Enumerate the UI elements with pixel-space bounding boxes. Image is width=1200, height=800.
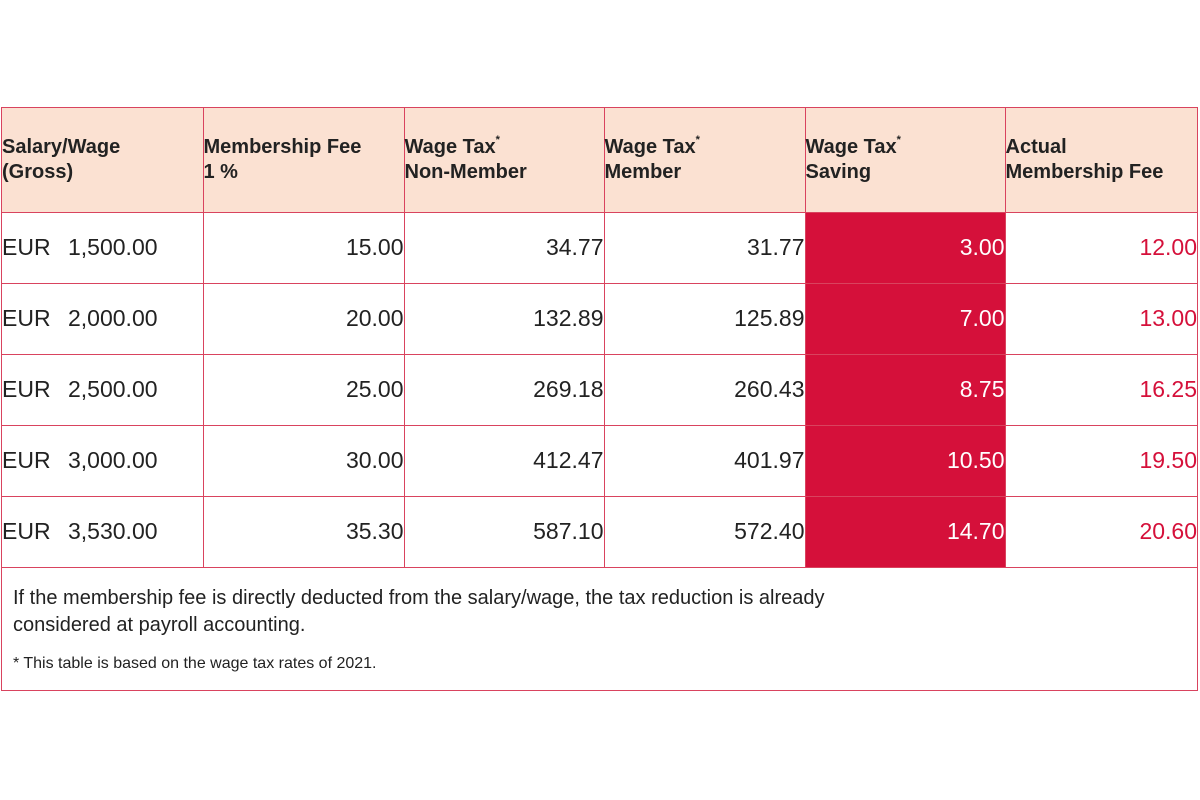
- table-row: EUR 2,500.00 25.00 269.18 260.43 8.75 16.…: [2, 353, 1197, 426]
- cell-wage-tax-saving: 3.00: [804, 212, 1006, 284]
- cell-membership-fee: 15.00: [202, 212, 405, 284]
- header-membership-fee: Membership Fee 1 %: [202, 108, 405, 213]
- cell-actual-membership-fee: 13.00: [1004, 282, 1197, 355]
- cell-wage-tax-saving: 8.75: [804, 353, 1006, 426]
- table-row: EUR 3,000.00 30.00 412.47 401.97 10.50 19…: [2, 424, 1197, 497]
- header-wage-tax-saving: Wage Tax* Saving: [804, 108, 1006, 213]
- table-row: EUR 2,000.00 20.00 132.89 125.89 7.00 13.…: [2, 282, 1197, 355]
- cell-wage-tax-member: 125.89: [603, 282, 806, 355]
- cell-wage-tax-non-member: 587.10: [403, 495, 605, 568]
- cell-actual-membership-fee: 19.50: [1004, 424, 1197, 497]
- header-wage-tax-member: Wage Tax* Member: [603, 108, 806, 213]
- table-header-row: Salary/Wage (Gross) Membership Fee 1 % Wag…: [2, 108, 1197, 213]
- cell-membership-fee: 25.00: [202, 353, 405, 426]
- cell-actual-membership-fee: 12.00: [1004, 212, 1197, 284]
- header-actual-membership-fee: Actual Membership Fee: [1004, 108, 1197, 213]
- cell-wage-tax-member: 572.40: [603, 495, 806, 568]
- cell-actual-membership-fee: 16.25: [1004, 353, 1197, 426]
- cell-membership-fee: 35.30: [202, 495, 405, 568]
- tax-rates-footnote: * This table is based on the wage tax ra…: [13, 655, 377, 672]
- cell-wage-tax-member: 260.43: [603, 353, 806, 426]
- cell-salary: EUR 3,530.00: [2, 495, 204, 568]
- cell-salary: EUR 3,000.00: [2, 424, 204, 497]
- cell-wage-tax-non-member: 132.89: [403, 282, 605, 355]
- payroll-deduction-note: If the membership fee is directly deduct…: [13, 587, 825, 636]
- cell-wage-tax-member: 31.77: [603, 212, 806, 284]
- cell-wage-tax-non-member: 34.77: [403, 212, 605, 284]
- membership-fee-table: Salary/Wage (Gross) Membership Fee 1 % Wag…: [2, 108, 1197, 568]
- cell-salary: EUR 2,000.00: [2, 282, 204, 355]
- header-wage-tax-non-member: Wage Tax* Non-Member: [403, 108, 605, 213]
- membership-fee-table-panel: Salary/Wage (Gross) Membership Fee 1 % Wag…: [1, 107, 1198, 691]
- cell-wage-tax-non-member: 412.47: [403, 424, 605, 497]
- cell-salary: EUR 1,500.00: [2, 212, 204, 284]
- cell-wage-tax-saving: 10.50: [804, 424, 1006, 497]
- cell-wage-tax-non-member: 269.18: [403, 353, 605, 426]
- table-row: EUR 1,500.00 15.00 34.77 31.77 3.00 12.00: [2, 212, 1197, 284]
- table-row: EUR 3,530.00 35.30 587.10 572.40 14.70 20…: [2, 495, 1197, 568]
- cell-membership-fee: 20.00: [202, 282, 405, 355]
- table-notes: If the membership fee is directly deduct…: [13, 585, 893, 674]
- cell-membership-fee: 30.00: [202, 424, 405, 497]
- cell-actual-membership-fee: 20.60: [1004, 495, 1197, 568]
- cell-wage-tax-saving: 7.00: [804, 282, 1006, 355]
- cell-salary: EUR 2,500.00: [2, 353, 204, 426]
- cell-wage-tax-member: 401.97: [603, 424, 806, 497]
- cell-wage-tax-saving: 14.70: [804, 495, 1006, 568]
- header-salary: Salary/Wage (Gross): [2, 108, 204, 213]
